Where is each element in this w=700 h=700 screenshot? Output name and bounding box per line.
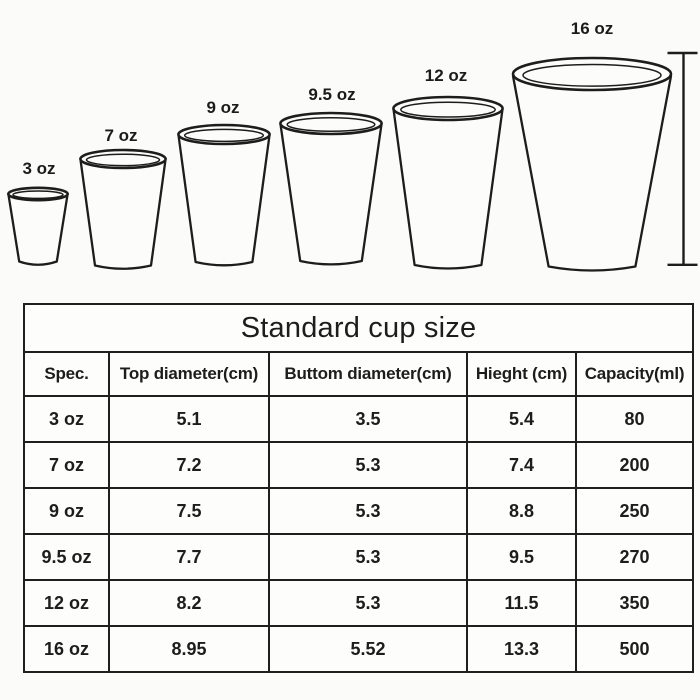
cup-rim-outer [79,148,167,170]
height-cell: 9.5 [466,533,577,581]
cup-rim-outer [392,95,504,122]
height-cell: 5.4 [466,395,577,443]
capacity-cell: 80 [574,395,695,443]
cup-body [511,74,673,272]
top-diameter-cell: 7.5 [108,487,270,535]
cup-rim-inner [183,128,265,143]
bottom-diameter-cell: 3.5 [268,395,468,443]
col-header-spec: Spec. [23,351,110,397]
table-row: 9.5 oz 7.7 5.3 9.5 270 [23,533,695,581]
cup-illustration-3oz: 3 oz [6,159,70,266]
top-diameter-cell: 7.2 [108,441,270,489]
height-ruler [667,51,698,266]
col-header-capacity: Capacity(ml) [574,351,695,397]
cup-label-7oz: 7 oz [104,126,137,145]
bottom-diameter-cell: 5.3 [268,533,468,581]
table-row: 3 oz 5.1 3.5 5.4 80 [23,395,695,443]
top-diameter-cell: 7.7 [108,533,270,581]
table-row: 9 oz 7.5 5.3 8.8 250 [23,487,695,535]
height-cell: 8.8 [466,487,577,535]
height-cell: 11.5 [466,579,577,627]
cup-label-9-5oz: 9.5 oz [308,85,355,104]
col-header-top-diameter: Top diameter(cm) [108,351,270,397]
top-diameter-cell: 5.1 [108,395,270,443]
cup-body [79,159,167,270]
cup-body [7,194,69,266]
top-diameter-cell: 8.2 [108,579,270,627]
col-header-height: Hieght (cm) [466,351,577,397]
capacity-cell: 500 [574,625,695,673]
cup-rim-outer [279,111,383,136]
cup-rim-inner [12,190,64,200]
height-cell: 7.4 [466,441,577,489]
cup-illustration-12oz: 12 oz [392,66,504,270]
bottom-diameter-cell: 5.3 [268,441,468,489]
cup-size-illustration: 3 oz 7 oz 9 oz 9.5 oz 12 oz [6,19,698,272]
cup-label-12oz: 12 oz [425,66,468,85]
table-row: 16 oz 8.95 5.52 13.3 500 [23,625,695,673]
bottom-diameter-cell: 5.3 [268,487,468,535]
col-header-bottom-diameter: Buttom diameter(cm) [268,351,468,397]
bottom-diameter-cell: 5.52 [268,625,468,673]
cup-rim-outer [511,56,673,92]
cup-label-3oz: 3 oz [22,159,55,178]
capacity-cell: 270 [574,533,695,581]
capacity-cell: 350 [574,579,695,627]
cup-illustration-9-5oz: 9.5 oz [279,85,383,266]
cup-body [177,134,271,267]
cup-rim-inner [522,63,662,87]
cup-rim-inner [85,153,161,167]
spec-cell: 7 oz [23,441,110,489]
capacity-cell: 250 [574,487,695,535]
cup-illustration-7oz: 7 oz [79,126,167,270]
table-row: 7 oz 7.2 5.3 7.4 200 [23,441,695,489]
spec-cell: 9.5 oz [23,533,110,581]
table-title: Standard cup size [22,303,695,353]
cup-rim-inner [286,117,376,132]
top-diameter-cell: 8.95 [108,625,270,673]
spec-cell: 16 oz [23,625,110,673]
spec-table: Standard cup size Spec. Top diameter(cm)… [22,303,695,673]
capacity-cell: 200 [574,441,695,489]
cup-body [392,108,504,270]
cup-label-16oz: 16 oz [571,19,614,38]
spec-cell: 3 oz [23,395,110,443]
cup-illustration-16oz: 16 oz [511,19,673,272]
cup-label-9oz: 9 oz [206,98,239,117]
bottom-diameter-cell: 5.3 [268,579,468,627]
height-cell: 13.3 [466,625,577,673]
table-header-row: Spec. Top diameter(cm) Buttom diameter(c… [23,351,695,397]
table-title-row: Standard cup size [22,303,695,353]
spec-cell: 9 oz [23,487,110,535]
cup-rim-inner [400,101,496,118]
table-row: 12 oz 8.2 5.3 11.5 350 [23,579,695,627]
cup-body [279,123,383,266]
spec-cell: 12 oz [23,579,110,627]
cup-illustration-9oz: 9 oz [177,98,271,267]
